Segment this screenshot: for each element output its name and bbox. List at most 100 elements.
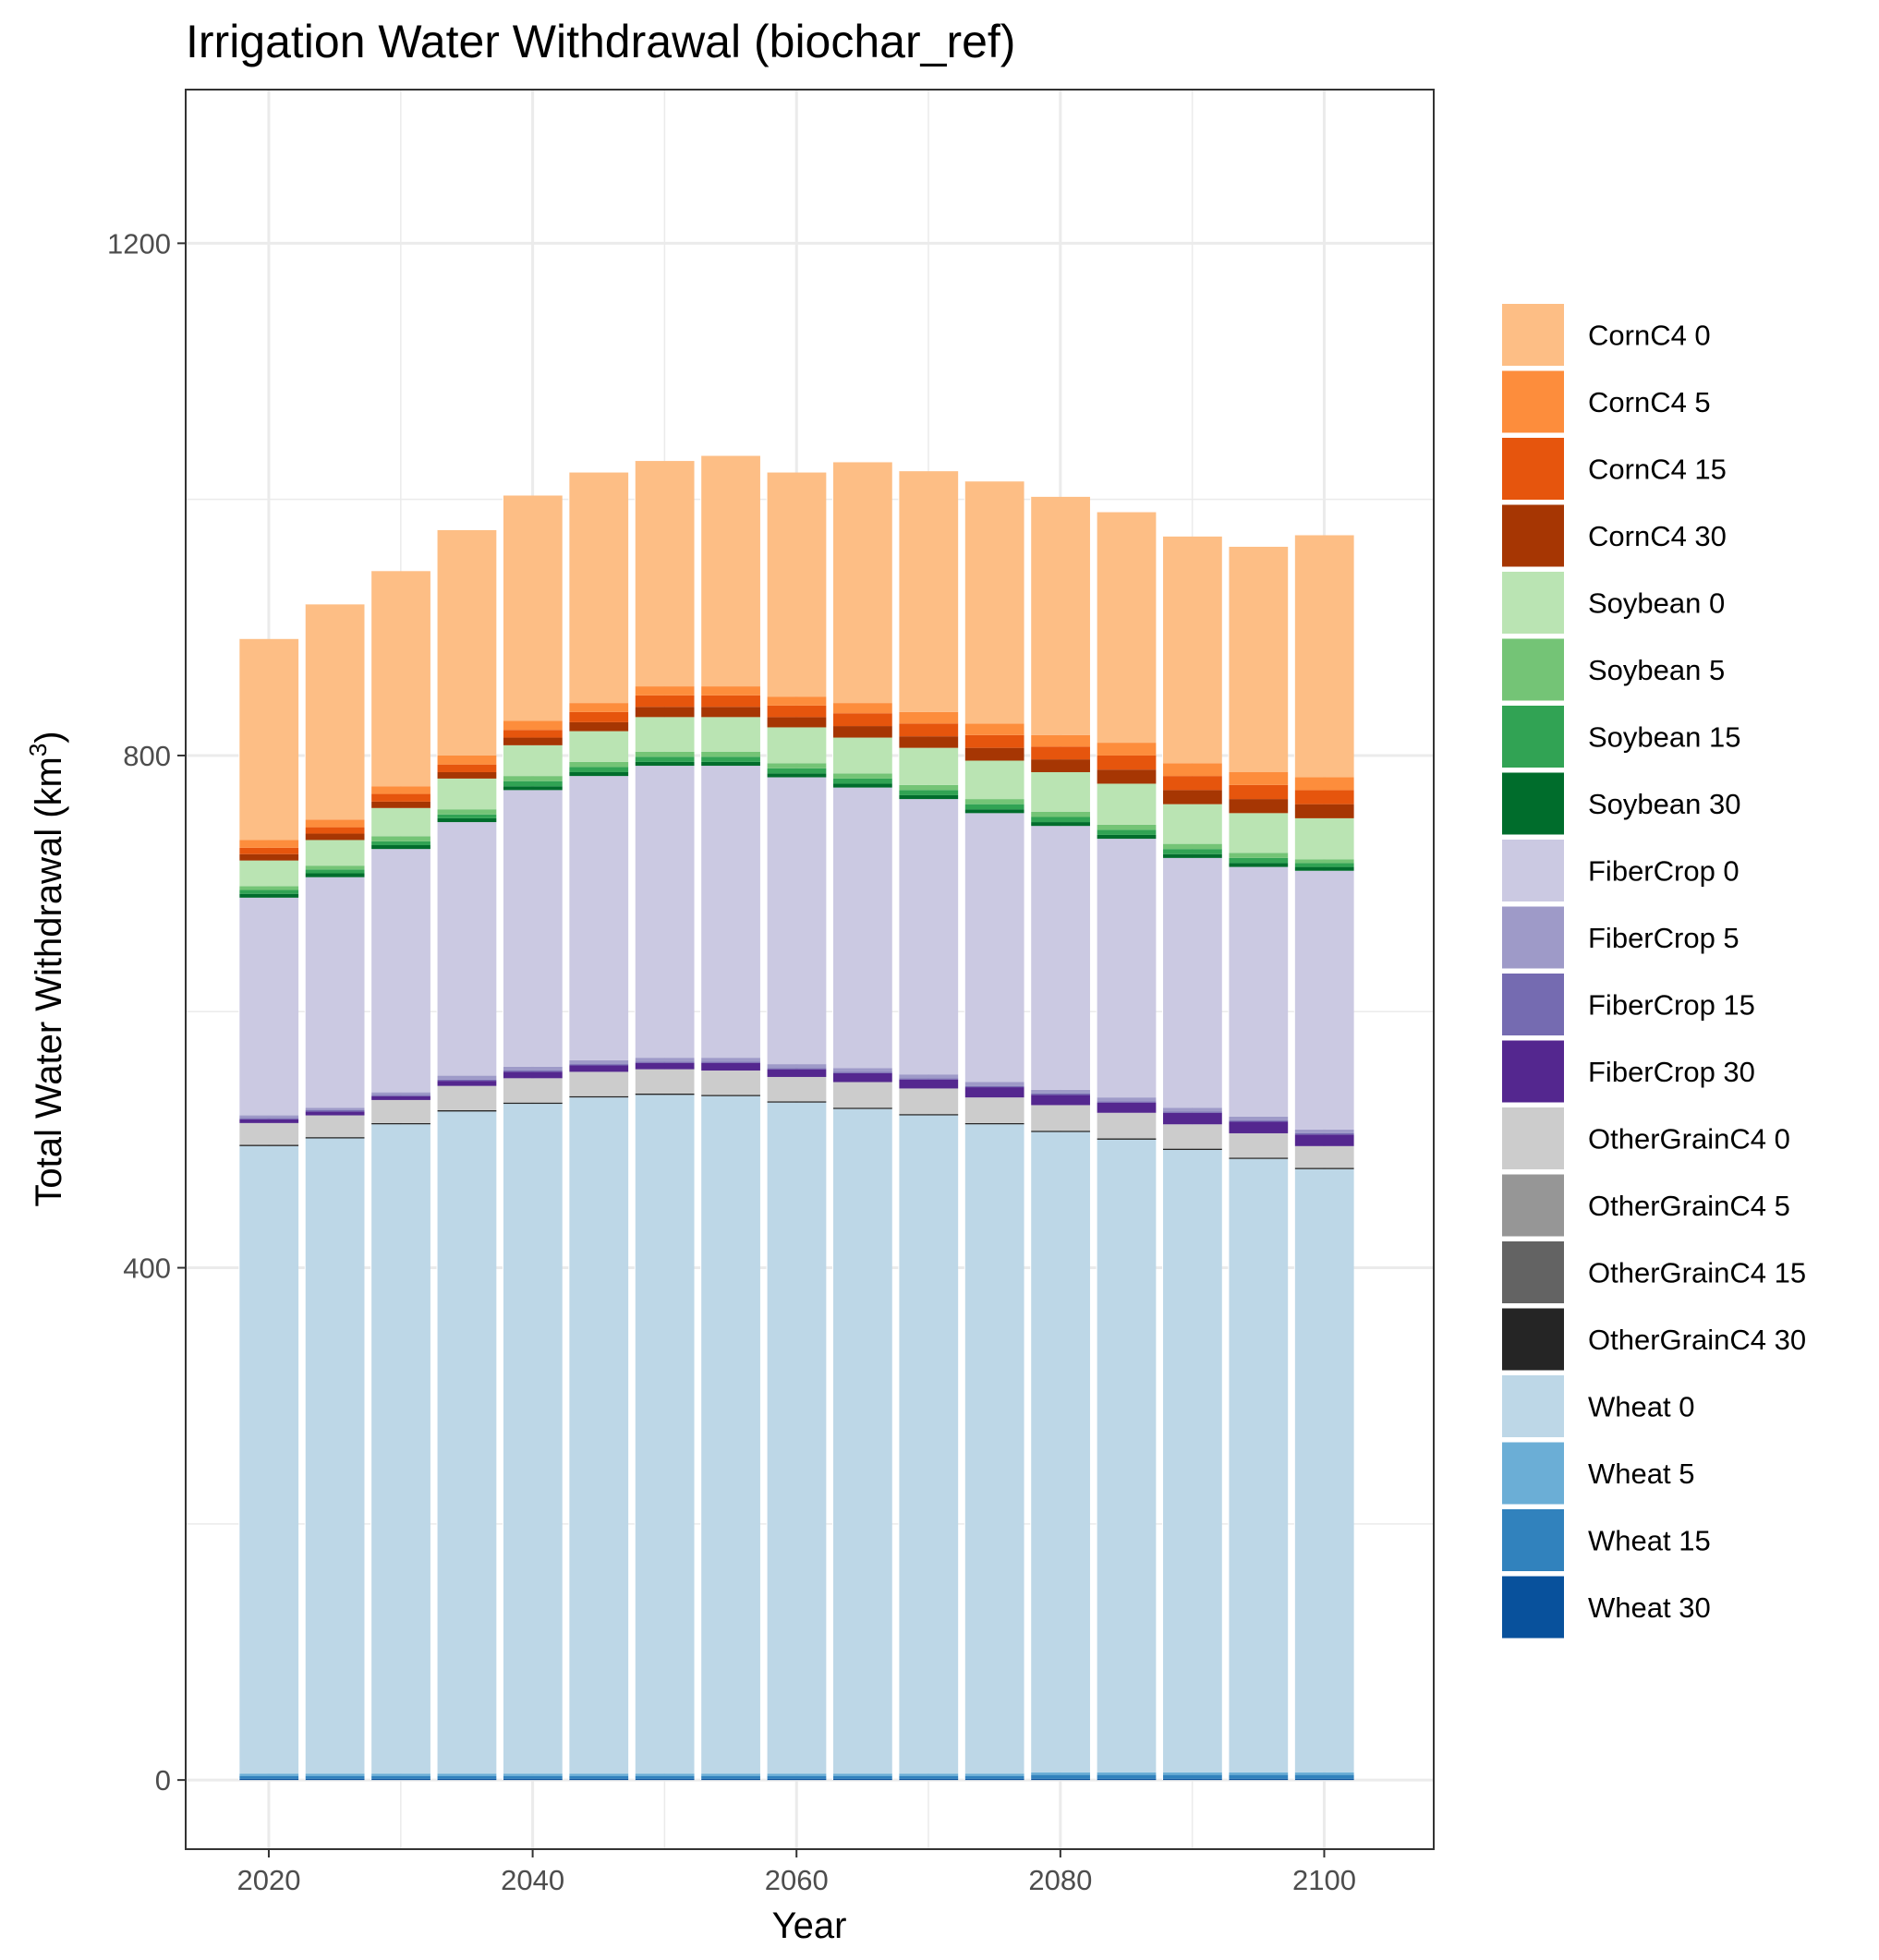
bar-segment (1294, 1778, 1354, 1781)
bar-segment (503, 720, 563, 731)
bar-segment (503, 744, 563, 777)
bar-segment (767, 1775, 827, 1779)
legend-item: FiberCrop 15 (1502, 974, 1755, 1035)
bar-segment (700, 695, 760, 708)
bar-segment (964, 1775, 1024, 1779)
bar-segment (1162, 763, 1222, 777)
bar-segment (832, 778, 892, 784)
bar-segment (305, 877, 365, 1108)
bar-segment (700, 766, 760, 1059)
bar-segment (1097, 1778, 1157, 1781)
bar-segment (1294, 535, 1354, 778)
bar-segment (1294, 1129, 1354, 1133)
legend-item: Wheat 30 (1502, 1576, 1711, 1639)
bar-segment (1097, 743, 1157, 756)
bar-segment (1294, 859, 1354, 864)
legend-label: Wheat 15 (1588, 1525, 1711, 1557)
bar-stack (1293, 535, 1354, 1781)
bar-segment (568, 771, 629, 777)
legend-swatch (1502, 1308, 1564, 1371)
bar-segment (832, 787, 892, 1069)
bar-segment (767, 1069, 827, 1077)
bar-segment (832, 773, 892, 779)
bar-segment (898, 1778, 959, 1781)
bar-segment (832, 462, 892, 704)
bar-segment (305, 1110, 365, 1112)
bar-segment (238, 1122, 299, 1145)
bar-segment (1162, 776, 1222, 791)
legend-item: CornC4 5 (1502, 370, 1711, 433)
bar-segment (437, 1775, 497, 1779)
bar-segment (832, 783, 892, 788)
legend-label: OtherGrainC4 15 (1588, 1257, 1806, 1289)
bar-segment (370, 1775, 430, 1779)
legend-swatch (1502, 304, 1564, 366)
bar-segment (238, 897, 299, 1116)
bar-segment (898, 1088, 959, 1115)
bar-segment (503, 737, 563, 745)
legend-label: CornC4 15 (1588, 454, 1727, 486)
bar-segment (767, 1102, 827, 1774)
bar-segment (238, 1118, 299, 1119)
bar-segment (568, 1095, 629, 1098)
bar-segment (370, 845, 430, 850)
legend-item: Wheat 5 (1502, 1442, 1694, 1505)
bar-segment (437, 778, 497, 810)
legend-swatch (1502, 370, 1564, 433)
bar-stack (898, 471, 959, 1781)
legend-swatch (1502, 1040, 1564, 1103)
bar-segment (964, 747, 1024, 761)
legend-label: FiberCrop 30 (1588, 1056, 1755, 1088)
bar-segment (1097, 1772, 1157, 1775)
bar-segment (238, 893, 299, 898)
bar-segment (767, 1101, 827, 1103)
bar-segment (1162, 1774, 1222, 1779)
bar-segment (568, 761, 629, 768)
bar-segment (370, 841, 430, 846)
x-axis-title: Year (772, 1906, 847, 1946)
bar-segment (1228, 866, 1289, 1117)
bar-segment (700, 1062, 760, 1071)
bar-segment (1228, 1116, 1289, 1121)
bar-segment (1162, 1124, 1222, 1149)
bar-segment (898, 1775, 959, 1779)
bar-segment (1228, 1120, 1289, 1122)
bar-segment (898, 723, 959, 737)
bar-segment (767, 773, 827, 778)
bar-segment (503, 1778, 563, 1781)
bar-segment (898, 1074, 959, 1079)
x-tick-label: 2040 (501, 1864, 564, 1896)
legend-item: Wheat 15 (1502, 1509, 1711, 1571)
bar-segment (700, 1095, 760, 1774)
bar-segment (370, 801, 430, 808)
legend-label: Wheat 0 (1588, 1391, 1694, 1423)
bar-stack (1096, 512, 1157, 1781)
legend-label: Soybean 0 (1588, 587, 1725, 620)
legend-swatch (1502, 1442, 1564, 1505)
bar-segment (568, 1097, 629, 1774)
bar-segment (898, 1079, 959, 1089)
bar-segment (1030, 1774, 1090, 1779)
bar-segment (898, 790, 959, 795)
legend-item: CornC4 0 (1502, 304, 1711, 366)
bar-segment (370, 1122, 430, 1125)
bar-segment (964, 1773, 1024, 1776)
bar-segment (1228, 546, 1289, 772)
bar-segment (238, 1115, 299, 1119)
bar-segment (305, 869, 365, 874)
bar-segment (1162, 1778, 1222, 1781)
bar-segment (370, 849, 430, 1093)
bar-segment (568, 472, 629, 704)
legend-item: OtherGrainC4 0 (1502, 1107, 1790, 1169)
bar-segment (1294, 866, 1354, 871)
y-tick-label: 1200 (107, 227, 171, 260)
bar-segment (700, 686, 760, 696)
bar-segment (568, 1065, 629, 1072)
legend-item: Soybean 15 (1502, 706, 1740, 768)
bar-segment (898, 784, 959, 791)
chart-title: Irrigation Water Withdrawal (biochar_ref… (186, 16, 1015, 67)
bar-segment (1097, 1097, 1157, 1102)
bar-segment (238, 638, 299, 841)
bar-segment (503, 1102, 563, 1105)
bar-segment (1162, 1112, 1222, 1125)
